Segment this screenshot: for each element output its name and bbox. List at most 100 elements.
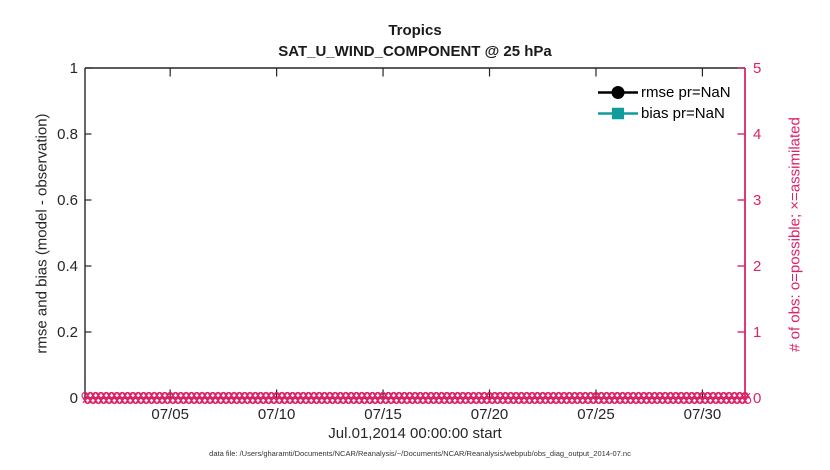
obs-assimilated-marker [588,397,594,404]
obs-assimilated-marker [279,397,285,404]
legend: rmse pr=NaN bias pr=NaN [598,82,731,124]
obs-assimilated-marker [87,397,93,404]
x-tick-label: 07/25 [577,406,615,423]
obs-assimilated-marker [556,397,562,404]
obs-assimilated-marker [199,397,205,404]
obs-assimilated-marker [396,397,402,404]
obs-assimilated-marker [518,397,525,404]
obs-assimilated-marker [247,397,253,404]
obs-assimilated-marker [667,397,674,404]
obs-assimilated-marker [699,397,706,404]
obs-assimilated-marker [380,397,386,404]
obs-assimilated-marker [683,397,690,404]
obs-assimilated-marker [109,397,115,404]
obs-assimilated-marker [236,397,242,404]
obs-assimilated-marker [258,397,264,404]
obs-assimilated-marker [375,397,381,404]
obs-assimilated-marker [417,397,423,404]
obs-assimilated-marker [305,397,312,404]
obs-assimilated-marker [93,397,99,404]
right-y-tick-label: 3 [753,192,761,209]
obs-assimilated-marker [508,397,514,404]
right-y-tick-label: 4 [753,126,761,143]
obs-assimilated-marker [572,397,578,404]
obs-assimilated-marker [689,397,695,404]
obs-assimilated-marker [156,397,163,404]
obs-assimilated-marker [391,397,397,404]
left-y-tick-label: 0.4 [57,258,78,275]
obs-assimilated-marker [194,397,200,404]
obs-assimilated-marker [140,397,147,404]
obs-assimilated-marker [582,397,588,404]
obs-assimilated-marker [486,397,493,404]
obs-assimilated-marker [407,397,413,404]
obs-assimilated-marker [332,397,338,404]
obs-assimilated-marker [423,397,429,404]
obs-assimilated-marker [465,397,471,404]
obs-assimilated-marker [337,397,344,404]
obs-assimilated-marker [635,397,642,404]
obs-assimilated-marker [327,397,333,404]
obs-assimilated-marker [545,397,551,404]
obs-assimilated-marker [188,397,195,404]
obs-assimilated-marker [178,397,184,404]
obs-assimilated-marker [316,397,322,404]
obs-assimilated-marker [439,397,445,404]
legend-label-bias: bias pr=NaN [641,105,725,122]
x-tick-label: 07/20 [471,406,509,423]
obs-assimilated-marker [470,397,477,404]
right-y-tick-label: 5 [753,60,761,77]
legend-entry-bias: bias pr=NaN [598,103,731,124]
obs-assimilated-marker [678,397,684,404]
obs-assimilated-marker [646,397,652,404]
obs-assimilated-marker [694,397,700,404]
obs-assimilated-marker [412,397,418,404]
obs-assimilated-marker [428,397,434,404]
bias-line-square-marker-icon [598,107,638,120]
obs-assimilated-marker [124,397,131,404]
obs-assimilated-marker [98,397,104,404]
obs-assimilated-marker [497,397,503,404]
obs-assimilated-marker [252,397,258,404]
plot-title: Tropics [388,22,442,39]
obs-assimilated-marker [609,397,615,404]
obs-assimilated-marker [641,397,647,404]
x-tick-label: 07/10 [258,406,296,423]
x-tick-label: 07/05 [151,406,189,423]
obs-assimilated-marker [705,397,711,404]
obs-assimilated-marker [593,397,599,404]
obs-assimilated-marker [321,397,328,404]
obs-assimilated-marker [651,397,658,404]
obs-assimilated-marker [242,397,248,404]
left-y-tick-label: 0.6 [57,192,78,209]
obs-assimilated-marker [726,397,732,404]
obs-assimilated-marker [513,397,519,404]
obs-assimilated-marker [172,397,179,404]
plot-subtitle: SAT_U_WIND_COMPONENT @ 25 hPa [278,43,552,60]
obs-assimilated-marker [630,397,636,404]
obs-assimilated-marker [524,397,530,404]
obs-assimilated-marker [130,397,136,404]
obs-assimilated-marker [226,397,232,404]
obs-assimilated-marker [162,397,168,404]
obs-assimilated-marker [710,397,716,404]
obs-assimilated-marker [662,397,668,404]
obs-assimilated-marker [561,397,567,404]
obs-assimilated-marker [529,397,535,404]
obs-assimilated-marker [167,397,173,404]
left-y-tick-label: 0.8 [57,126,78,143]
obs-assimilated-marker [598,397,604,404]
obs-assimilated-marker [460,397,466,404]
obs-assimilated-marker [657,397,663,404]
obs-assimilated-marker [540,397,546,404]
obs-assimilated-marker [566,397,572,404]
obs-assimilated-marker [364,397,370,404]
obs-assimilated-marker [295,397,301,404]
obs-assimilated-marker [369,397,376,404]
x-tick-label: 07/15 [364,406,402,423]
obs-assimilated-marker [114,397,120,404]
legend-label-rmse: rmse pr=NaN [641,84,731,101]
left-y-tick-label: 0 [70,390,78,407]
obs-assimilated-marker [284,397,290,404]
right-y-tick-label: 2 [753,258,761,275]
